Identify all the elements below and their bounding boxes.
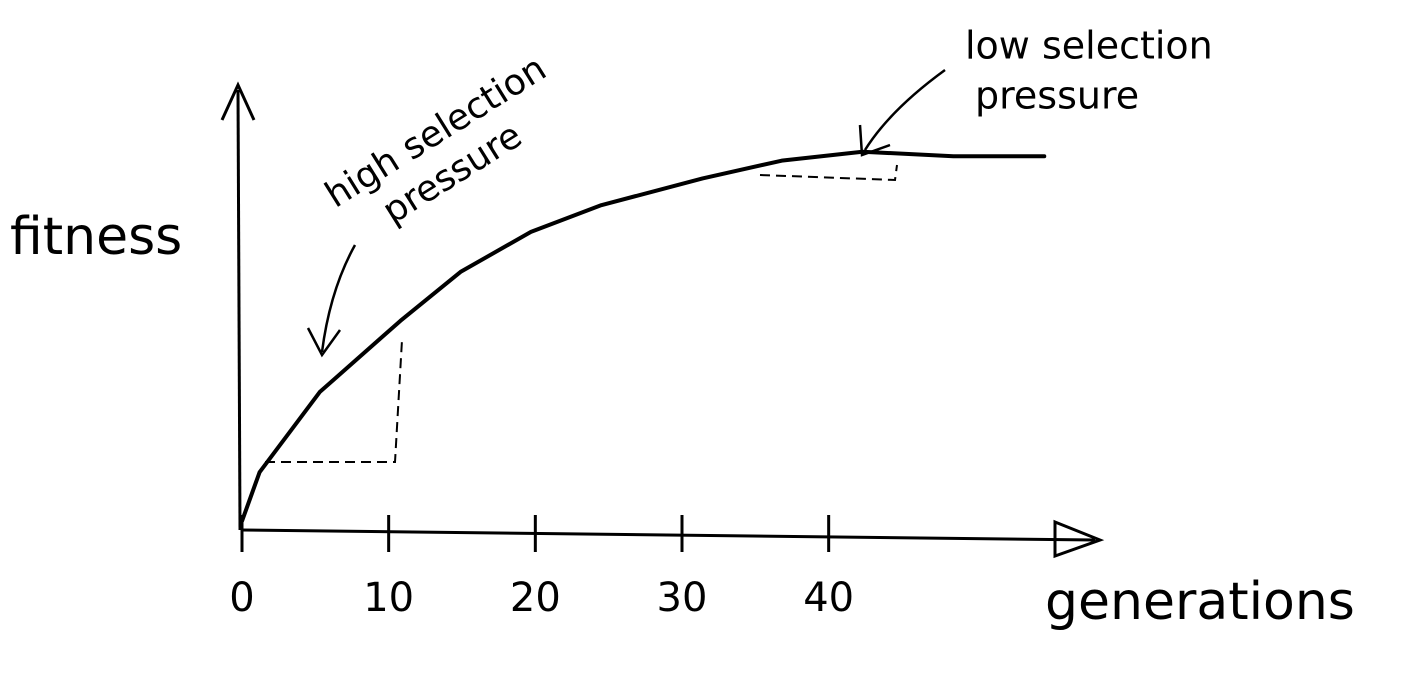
y-axis-label: fitness <box>10 207 182 267</box>
annotation-text: pressure <box>975 74 1139 118</box>
x-tick-label: 30 <box>657 575 708 621</box>
x-tick-label: 20 <box>510 575 561 621</box>
x-tick-label: 0 <box>229 575 254 621</box>
dashed-guide <box>760 165 897 180</box>
x-axis <box>242 530 1095 540</box>
x-tick-label: 10 <box>363 575 414 621</box>
guides <box>265 165 897 462</box>
dashed-guide <box>265 340 402 462</box>
annotation-arrow <box>860 70 945 155</box>
chart: 0 10 20 30 40 fitness generations high selectio… <box>0 0 1408 676</box>
annotation-text: low selection <box>965 24 1213 68</box>
x-axis-label: generations <box>1045 572 1355 632</box>
y-axis <box>238 90 240 530</box>
fitness-line <box>242 152 1044 521</box>
page: 0 10 20 30 40 fitness generations high selectio… <box>0 0 1408 676</box>
annotation-arrow <box>308 245 355 355</box>
x-tick-label: 40 <box>803 575 854 621</box>
